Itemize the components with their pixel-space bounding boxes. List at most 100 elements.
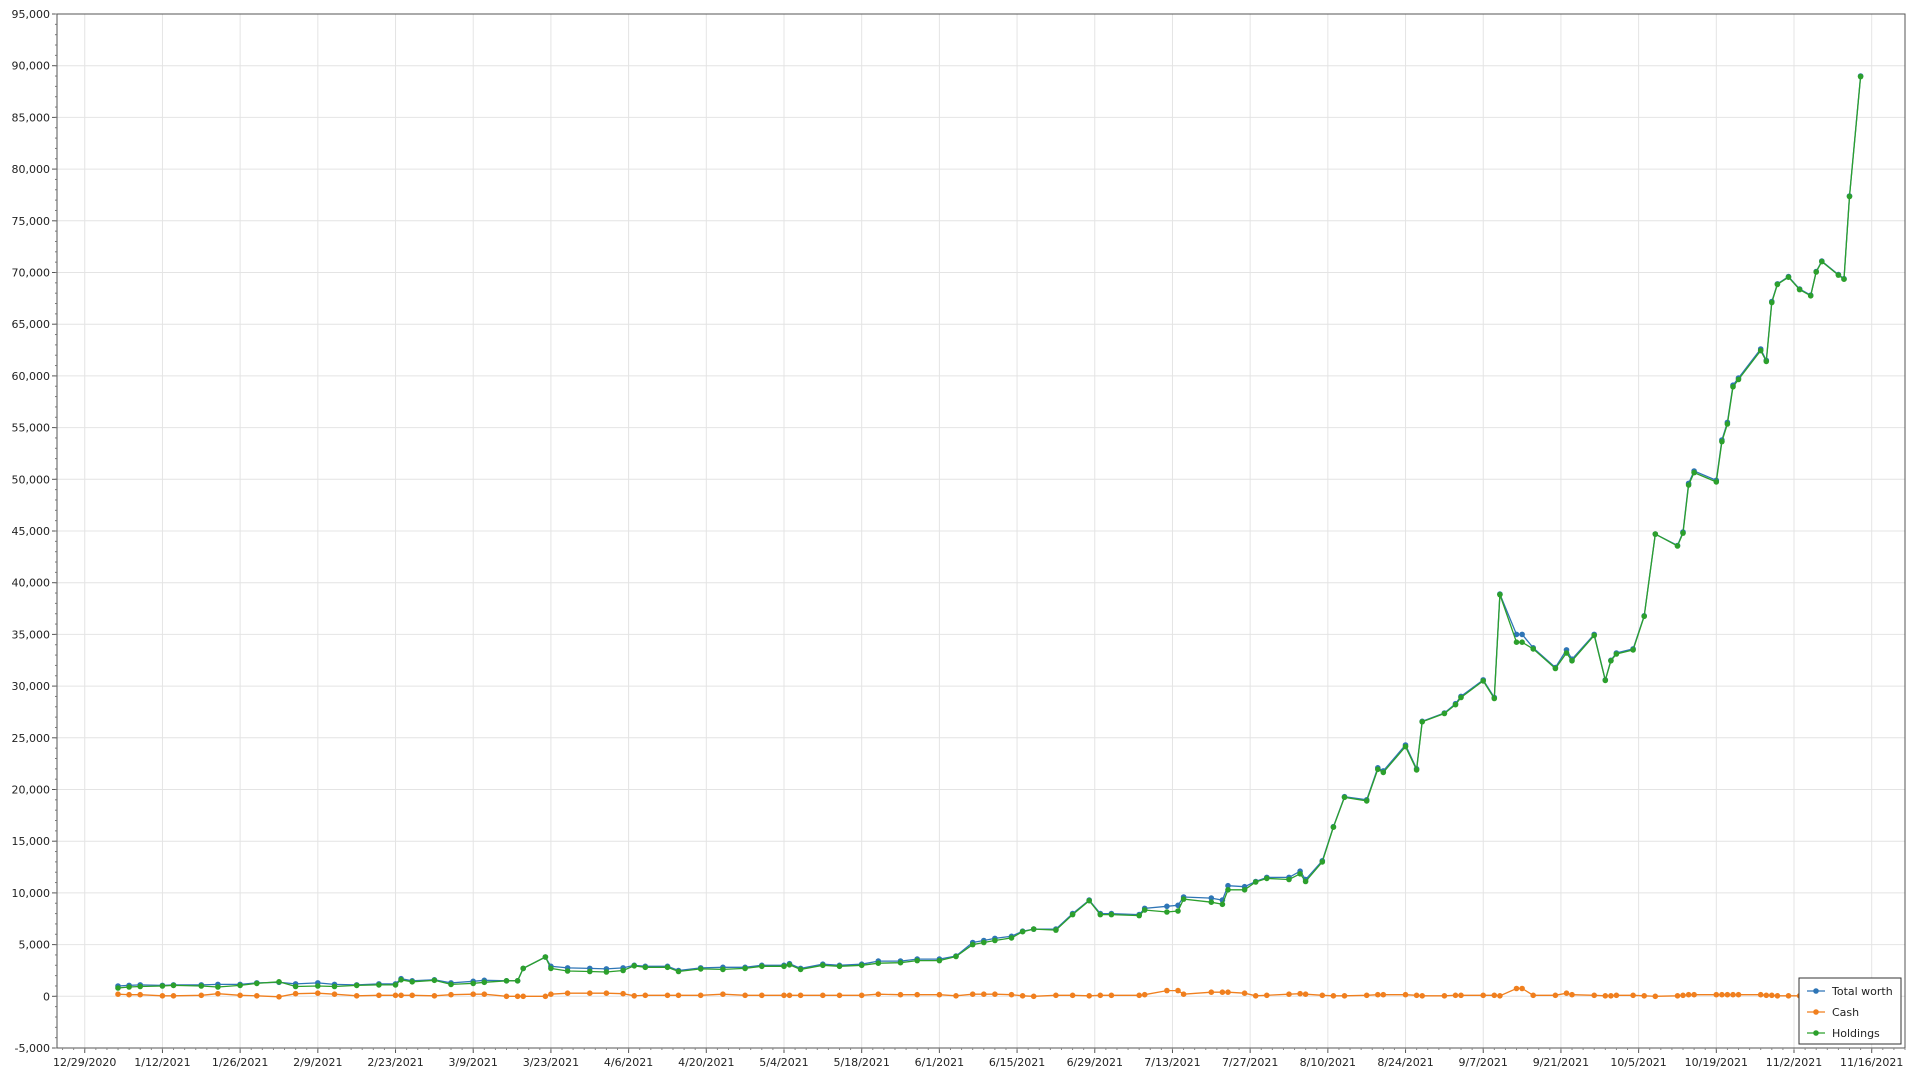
data-point: [1086, 897, 1092, 904]
x-tick-label: 5/18/2021: [833, 1056, 889, 1069]
data-point: [1785, 993, 1792, 999]
data-point: [126, 984, 132, 990]
data-point: [1008, 991, 1015, 998]
data-point: [1225, 882, 1231, 889]
data-point: [1175, 987, 1181, 994]
data-point: [675, 992, 682, 999]
data-point: [137, 991, 143, 998]
grid-lines: [57, 13, 1905, 1049]
x-tick-label: 10/19/2021: [1685, 1056, 1748, 1069]
data-point: [1286, 876, 1292, 883]
data-point: [897, 991, 904, 998]
data-point: [409, 979, 416, 985]
data-point: [1019, 993, 1026, 999]
data-point: [1730, 384, 1736, 390]
data-point: [1569, 658, 1575, 664]
data-point: [1841, 276, 1847, 283]
data-point: [936, 957, 943, 964]
data-point: [1769, 992, 1775, 999]
data-point: [1774, 993, 1781, 999]
data-point: [392, 992, 399, 999]
y-tick-label: 30,000: [12, 680, 51, 693]
data-point: [1458, 992, 1464, 999]
data-point: [1785, 274, 1792, 281]
data-point: [642, 964, 649, 971]
x-tick-label: 12/29/2020: [53, 1056, 116, 1069]
data-point: [1375, 766, 1381, 773]
data-point: [1630, 992, 1636, 999]
data-point: [642, 992, 649, 999]
data-point: [936, 991, 943, 998]
data-point: [992, 937, 998, 944]
data-point: [953, 993, 959, 999]
data-point: [1480, 678, 1486, 684]
data-point: [1513, 631, 1520, 638]
data-point: [603, 990, 610, 996]
data-point: [448, 991, 454, 998]
x-tick-label: 2/23/2021: [367, 1056, 423, 1069]
data-point: [1413, 992, 1420, 999]
data-point: [836, 992, 843, 999]
data-point: [115, 985, 121, 991]
data-point: [1341, 993, 1348, 999]
data-point: [448, 981, 454, 988]
data-point: [1735, 376, 1742, 383]
data-point: [1497, 993, 1503, 999]
data-point: [1341, 794, 1348, 801]
data-point: [1363, 992, 1370, 999]
data-point: [514, 978, 521, 984]
data-point: [1713, 479, 1720, 485]
data-point: [1719, 991, 1725, 998]
data-point: [398, 977, 404, 983]
y-tick-label: 25,000: [12, 732, 51, 745]
data-point: [1813, 269, 1819, 275]
data-point: [1730, 991, 1736, 998]
data-point: [1136, 992, 1142, 999]
x-tick-label: 6/15/2021: [989, 1056, 1045, 1069]
data-point: [1769, 299, 1775, 306]
data-point: [1452, 701, 1459, 708]
data-point: [159, 993, 166, 999]
series-lines: [115, 73, 1864, 1000]
data-point: [1225, 989, 1231, 995]
y-tick-label: 40,000: [12, 577, 51, 590]
data-point: [1164, 903, 1170, 910]
data-point: [720, 991, 726, 997]
data-point: [1685, 991, 1692, 998]
data-point: [159, 983, 166, 989]
data-point: [1552, 992, 1559, 999]
data-point: [1164, 909, 1170, 915]
data-point: [797, 992, 804, 999]
data-point: [1419, 993, 1425, 999]
data-point: [1286, 991, 1292, 997]
data-point: [631, 993, 637, 999]
data-point: [376, 982, 382, 988]
x-tick-label: 3/23/2021: [523, 1056, 579, 1069]
legend-swatch-marker: [1813, 988, 1819, 994]
data-point: [548, 965, 554, 972]
data-point: [237, 992, 243, 999]
y-tick-label: 55,000: [12, 422, 51, 435]
data-point: [198, 983, 205, 989]
data-point: [720, 966, 726, 973]
data-point: [1402, 743, 1409, 750]
data-point: [542, 993, 549, 1000]
data-point: [1513, 985, 1520, 992]
data-point: [215, 990, 221, 997]
data-point: [170, 982, 177, 989]
data-point: [170, 993, 177, 999]
data-point: [1069, 911, 1076, 918]
data-point: [1713, 991, 1720, 998]
data-point: [953, 953, 959, 960]
data-point: [914, 957, 920, 964]
x-tick-label: 4/6/2021: [604, 1056, 653, 1069]
data-point: [481, 979, 488, 986]
data-point: [392, 982, 399, 988]
x-tick-label: 4/20/2021: [678, 1056, 734, 1069]
data-point: [620, 967, 626, 974]
x-tick-label: 7/27/2021: [1222, 1056, 1278, 1069]
data-point: [1563, 650, 1570, 656]
data-point: [1208, 895, 1215, 901]
